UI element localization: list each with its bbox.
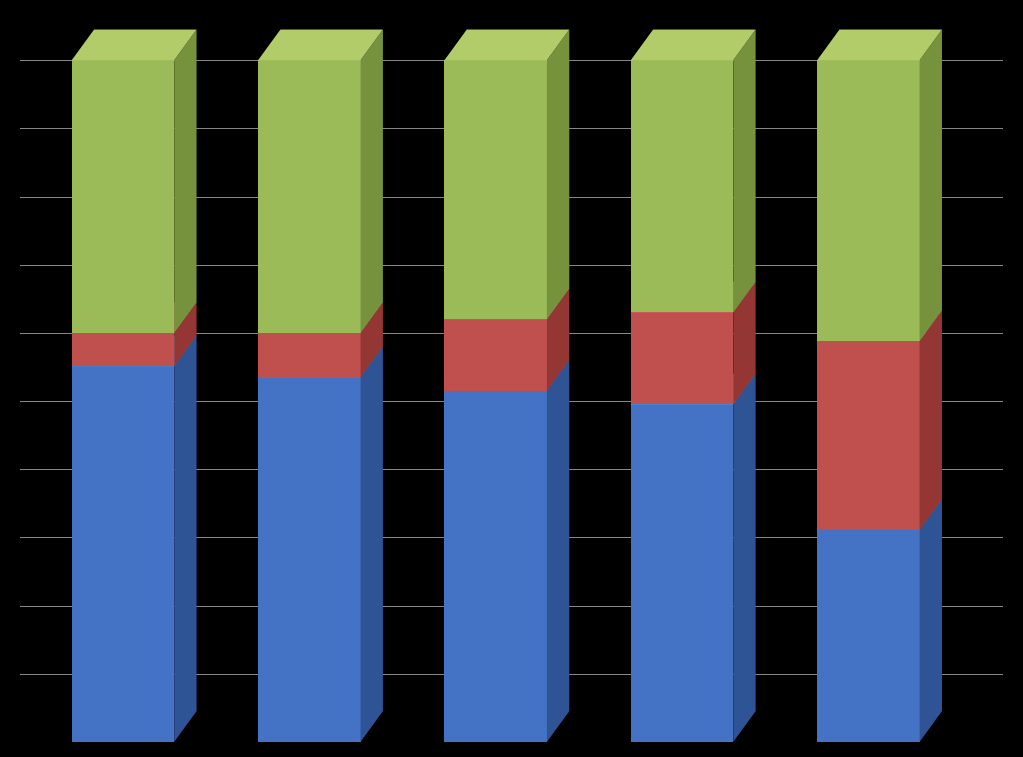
- Polygon shape: [547, 288, 569, 391]
- Polygon shape: [817, 341, 920, 530]
- Polygon shape: [360, 302, 383, 377]
- Polygon shape: [547, 30, 569, 319]
- Polygon shape: [444, 319, 547, 391]
- Polygon shape: [920, 30, 942, 341]
- Polygon shape: [258, 61, 360, 333]
- Polygon shape: [733, 374, 756, 742]
- Polygon shape: [174, 302, 196, 366]
- Polygon shape: [72, 30, 196, 61]
- Polygon shape: [72, 335, 196, 366]
- Polygon shape: [72, 61, 174, 333]
- Polygon shape: [733, 282, 756, 404]
- Polygon shape: [258, 333, 360, 377]
- Polygon shape: [733, 30, 756, 313]
- Polygon shape: [444, 30, 569, 61]
- Polygon shape: [258, 347, 383, 377]
- Polygon shape: [817, 30, 942, 61]
- Polygon shape: [631, 404, 733, 742]
- Polygon shape: [72, 333, 174, 366]
- Polygon shape: [631, 282, 756, 313]
- Polygon shape: [631, 61, 733, 313]
- Polygon shape: [72, 366, 174, 742]
- Polygon shape: [444, 288, 569, 319]
- Polygon shape: [817, 61, 920, 341]
- Polygon shape: [817, 499, 942, 530]
- Polygon shape: [174, 30, 196, 333]
- Polygon shape: [631, 30, 756, 61]
- Polygon shape: [360, 347, 383, 742]
- Polygon shape: [258, 302, 383, 333]
- Polygon shape: [920, 499, 942, 742]
- Polygon shape: [258, 377, 360, 742]
- Polygon shape: [174, 335, 196, 742]
- Polygon shape: [258, 30, 383, 61]
- Polygon shape: [547, 360, 569, 742]
- Polygon shape: [360, 30, 383, 333]
- Polygon shape: [631, 374, 756, 404]
- Polygon shape: [631, 313, 733, 404]
- Polygon shape: [817, 310, 942, 341]
- Polygon shape: [444, 391, 547, 742]
- Polygon shape: [72, 302, 196, 333]
- Polygon shape: [444, 61, 547, 319]
- Polygon shape: [444, 360, 569, 391]
- Polygon shape: [920, 310, 942, 530]
- Polygon shape: [817, 530, 920, 742]
